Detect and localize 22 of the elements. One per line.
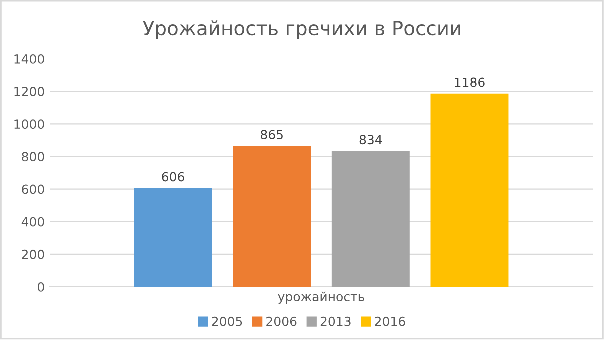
y-tick-label: 400 — [22, 217, 44, 227]
y-tick-label: 200 — [22, 250, 44, 260]
chart-title: Урожайность гречихи в России — [143, 20, 460, 40]
data-label: 606 — [162, 172, 184, 182]
legend-label: 2006 — [266, 316, 297, 326]
y-tick-label: 0 — [38, 282, 44, 292]
y-tick-label: 800 — [22, 152, 44, 162]
y-tick-label: 1400 — [14, 54, 44, 64]
bar — [233, 146, 312, 287]
y-tick-label: 600 — [22, 184, 44, 194]
data-label: 1186 — [455, 78, 485, 88]
data-label: 834 — [360, 135, 382, 145]
legend-label: 2013 — [320, 316, 351, 326]
legend-label: 2016 — [375, 316, 406, 326]
bar — [134, 188, 212, 287]
x-tick-label: урожайность — [278, 292, 364, 304]
y-tick-label: 1200 — [14, 87, 44, 96]
data-label: 865 — [261, 130, 283, 140]
y-tick-label: 1000 — [14, 120, 44, 130]
bar — [430, 94, 509, 287]
bar — [332, 151, 410, 287]
legend-label: 2005 — [212, 316, 242, 326]
